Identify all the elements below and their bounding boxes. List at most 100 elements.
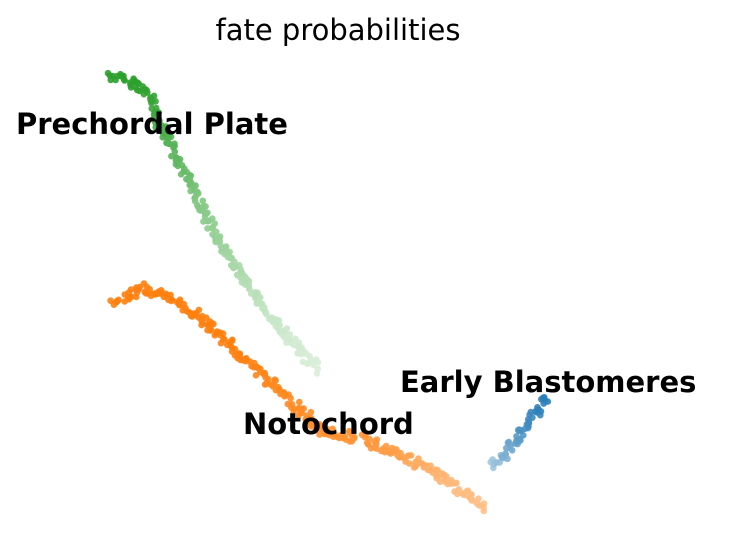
scatter-point-early-blastomeres [502, 450, 509, 457]
scatter-point-notochord [242, 357, 250, 365]
scatter-point-prechordal-plate [171, 148, 179, 155]
scatter-point-notochord [198, 321, 205, 329]
scatter-point-notochord [454, 490, 461, 498]
scatter-point-early-blastomeres [508, 447, 516, 454]
scatter-point-notochord [397, 449, 405, 457]
scatter-point-notochord [261, 381, 269, 388]
scatter-point-prechordal-plate [205, 217, 213, 225]
scatter-point-notochord [393, 446, 400, 453]
scatter-point-notochord [252, 372, 260, 379]
scatter-point-notochord [147, 292, 155, 300]
scatter-point-prechordal-plate [199, 197, 207, 205]
scatter-point-prechordal-plate [224, 253, 232, 261]
scatter-point-notochord [363, 439, 371, 447]
scatter-point-notochord [146, 286, 153, 293]
scatter-point-prechordal-plate [121, 77, 128, 84]
scatter-point-prechordal-plate [177, 171, 185, 178]
scatter-point-early-blastomeres [527, 408, 535, 416]
scatter-point-notochord [236, 354, 244, 361]
scatter-point-early-blastomeres [517, 437, 524, 444]
scatter-point-early-blastomeres [505, 438, 513, 446]
scatter-point-prechordal-plate [248, 290, 255, 298]
scatter-point-prechordal-plate [276, 321, 284, 329]
scatter-point-early-blastomeres [541, 394, 548, 401]
scatter-point-prechordal-plate [208, 224, 216, 232]
scatter-point-notochord [281, 393, 288, 400]
scatter-point-prechordal-plate [201, 210, 209, 217]
scatter-point-prechordal-plate [162, 123, 170, 130]
scatter-point-notochord [371, 438, 378, 445]
scatter-point-prechordal-plate [230, 264, 237, 272]
scatter-point-notochord [316, 431, 323, 438]
scatter-point-notochord [127, 286, 135, 293]
label-notochord: Notochord [243, 407, 414, 441]
scatter-point-notochord [275, 383, 282, 391]
scatter-point-prechordal-plate [216, 237, 224, 245]
scatter-point-prechordal-plate [291, 341, 298, 349]
scatter-point-early-blastomeres [504, 455, 511, 463]
scatter-point-notochord [287, 394, 294, 402]
scatter-point-notochord [296, 398, 303, 406]
scatter-point-notochord [231, 345, 239, 353]
scatter-point-prechordal-plate [211, 232, 218, 240]
scatter-point-notochord [175, 299, 183, 306]
chart-title: fate probabilities [216, 13, 461, 47]
scatter-point-notochord [136, 283, 144, 291]
scatter-point-prechordal-plate [307, 356, 315, 364]
scatter-point-notochord [167, 297, 175, 305]
scatter-point-early-blastomeres [493, 459, 500, 466]
scatter-point-prechordal-plate [159, 129, 167, 137]
scatter-point-notochord [133, 289, 141, 297]
scatter-point-notochord [128, 293, 135, 301]
scatter-points-layer [104, 69, 552, 515]
label-early-blastomeres: Early Blastomeres [400, 365, 696, 399]
scatter-point-notochord [341, 433, 349, 441]
scatter-point-early-blastomeres [503, 444, 510, 452]
scatter-point-prechordal-plate [165, 134, 172, 141]
scatter-point-prechordal-plate [150, 115, 157, 122]
scatter-point-notochord [290, 407, 298, 415]
scatter-point-notochord [121, 291, 129, 298]
scatter-point-notochord [403, 453, 411, 460]
scatter-point-notochord [114, 297, 121, 305]
scatter-point-notochord [265, 376, 272, 383]
scatter-point-prechordal-plate [193, 191, 200, 199]
scatter-point-notochord [451, 480, 458, 487]
scatter-point-prechordal-plate [152, 98, 159, 105]
scatter-point-prechordal-plate [112, 76, 119, 84]
scatter-point-early-blastomeres [525, 420, 533, 427]
scatter-point-notochord [195, 314, 203, 321]
scatter-point-prechordal-plate [187, 187, 194, 195]
scatter-point-notochord [308, 415, 315, 422]
scatter-point-notochord [480, 504, 487, 512]
scatter-point-prechordal-plate [255, 300, 263, 308]
scatter-point-early-blastomeres [535, 406, 542, 413]
scatter-point-notochord [410, 464, 418, 471]
scatter-point-notochord [221, 336, 228, 343]
scatter-point-notochord [317, 423, 325, 430]
scatter-point-prechordal-plate [107, 76, 114, 84]
scatter-point-notochord [436, 478, 444, 486]
scatter-point-prechordal-plate [313, 370, 321, 377]
scatter-point-notochord [473, 499, 481, 507]
scatter-point-notochord [384, 448, 392, 456]
scatter-point-prechordal-plate [155, 123, 162, 131]
scatter-point-notochord [210, 320, 217, 328]
scatter-point-prechordal-plate [310, 361, 317, 369]
scatter-point-prechordal-plate [147, 97, 155, 104]
scatter-point-notochord [438, 470, 445, 477]
scatter-point-notochord [219, 330, 227, 338]
scatter-point-notochord [329, 425, 336, 433]
scatter-point-notochord [207, 325, 215, 333]
scatter-point-notochord [406, 460, 413, 467]
scatter-point-notochord [351, 433, 358, 441]
scatter-point-early-blastomeres [513, 433, 520, 440]
label-prechordal-plate: Prechordal Plate [16, 107, 288, 141]
scatter-point-notochord [310, 421, 317, 428]
scatter-point-notochord [424, 466, 432, 474]
scatter-point-prechordal-plate [140, 90, 148, 98]
scatter-point-prechordal-plate [186, 176, 194, 184]
scatter-point-prechordal-plate [263, 310, 270, 318]
scatter-point-prechordal-plate [245, 282, 253, 290]
